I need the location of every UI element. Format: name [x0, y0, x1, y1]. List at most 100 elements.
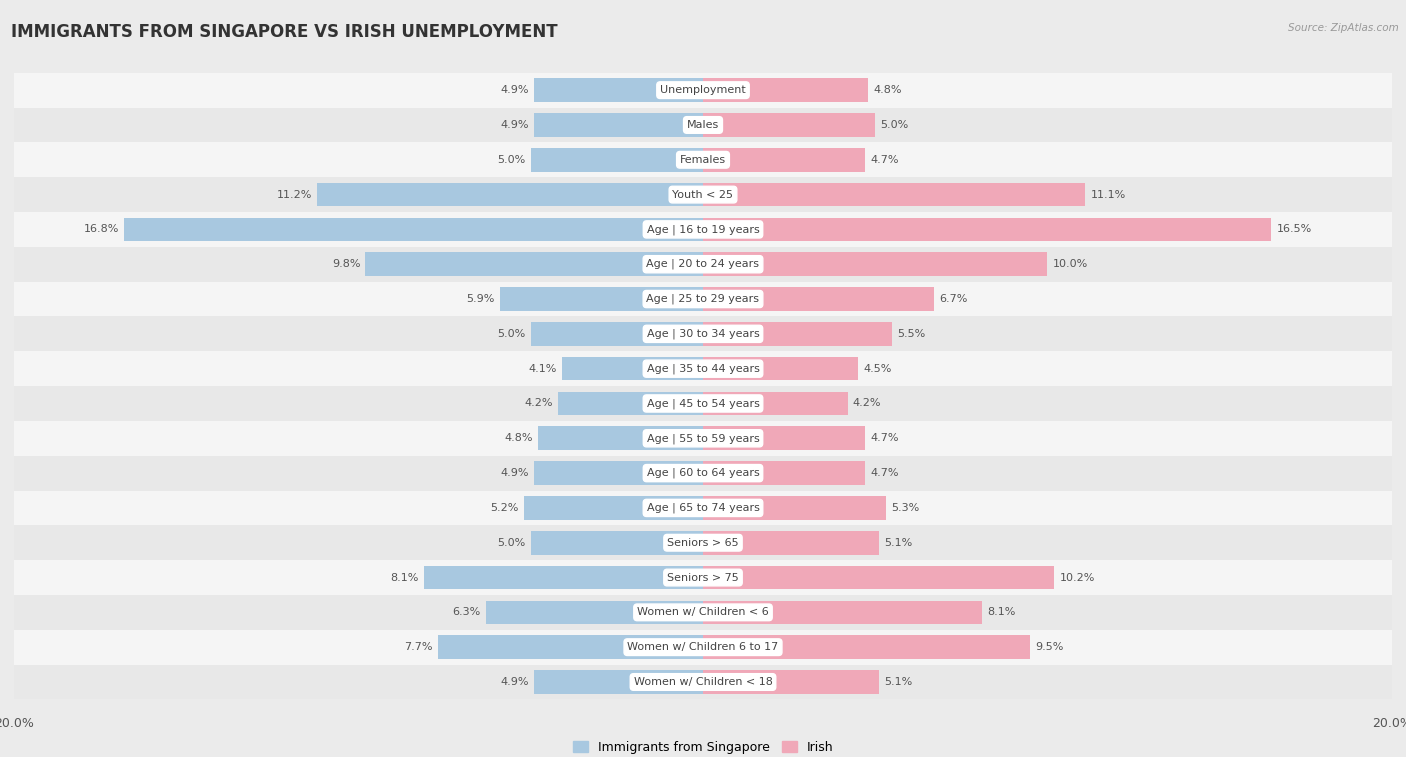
Bar: [14, 177, 1392, 212]
Bar: [366, 252, 703, 276]
Text: Age | 20 to 24 years: Age | 20 to 24 years: [647, 259, 759, 269]
Bar: [531, 148, 703, 172]
Bar: [14, 456, 1392, 491]
Text: 4.1%: 4.1%: [529, 363, 557, 374]
Text: Seniors > 75: Seniors > 75: [666, 572, 740, 583]
Bar: [534, 78, 703, 102]
Bar: [499, 287, 703, 311]
Bar: [531, 531, 703, 555]
Text: 16.5%: 16.5%: [1277, 224, 1312, 235]
Text: 5.9%: 5.9%: [467, 294, 495, 304]
Text: 16.8%: 16.8%: [84, 224, 120, 235]
Bar: [703, 531, 879, 555]
Text: Age | 45 to 54 years: Age | 45 to 54 years: [647, 398, 759, 409]
Text: Unemployment: Unemployment: [661, 85, 745, 95]
Bar: [14, 665, 1392, 699]
Bar: [703, 565, 1054, 590]
Bar: [703, 357, 858, 381]
Text: 4.9%: 4.9%: [501, 85, 529, 95]
Bar: [534, 461, 703, 485]
Bar: [703, 78, 869, 102]
Bar: [524, 496, 703, 520]
Bar: [14, 282, 1392, 316]
Bar: [703, 148, 865, 172]
Bar: [318, 182, 703, 207]
Text: 5.3%: 5.3%: [891, 503, 920, 513]
Text: 4.8%: 4.8%: [503, 433, 533, 444]
Text: 5.2%: 5.2%: [491, 503, 519, 513]
Text: Women w/ Children 6 to 17: Women w/ Children 6 to 17: [627, 642, 779, 653]
Text: Females: Females: [681, 154, 725, 165]
Bar: [703, 670, 879, 694]
Bar: [558, 391, 703, 416]
Text: 4.7%: 4.7%: [870, 154, 898, 165]
Legend: Immigrants from Singapore, Irish: Immigrants from Singapore, Irish: [572, 741, 834, 754]
Text: 4.9%: 4.9%: [501, 120, 529, 130]
Bar: [14, 212, 1392, 247]
Text: 7.7%: 7.7%: [404, 642, 433, 653]
Bar: [124, 217, 703, 241]
Text: Youth < 25: Youth < 25: [672, 189, 734, 200]
Text: Women w/ Children < 18: Women w/ Children < 18: [634, 677, 772, 687]
Text: 5.0%: 5.0%: [498, 154, 526, 165]
Bar: [14, 142, 1392, 177]
Text: 4.9%: 4.9%: [501, 468, 529, 478]
Bar: [534, 670, 703, 694]
Text: 8.1%: 8.1%: [391, 572, 419, 583]
Bar: [14, 525, 1392, 560]
Text: 8.1%: 8.1%: [987, 607, 1015, 618]
Text: Age | 65 to 74 years: Age | 65 to 74 years: [647, 503, 759, 513]
Text: Women w/ Children < 6: Women w/ Children < 6: [637, 607, 769, 618]
Text: 6.7%: 6.7%: [939, 294, 967, 304]
Bar: [425, 565, 703, 590]
Bar: [703, 217, 1271, 241]
Text: 5.1%: 5.1%: [884, 537, 912, 548]
Text: 5.0%: 5.0%: [880, 120, 908, 130]
Bar: [703, 322, 893, 346]
Bar: [703, 600, 981, 625]
Text: 11.1%: 11.1%: [1091, 189, 1126, 200]
Text: 4.7%: 4.7%: [870, 433, 898, 444]
Text: 4.2%: 4.2%: [524, 398, 553, 409]
Text: Males: Males: [688, 120, 718, 130]
Text: 9.8%: 9.8%: [332, 259, 360, 269]
Bar: [437, 635, 703, 659]
Bar: [703, 496, 886, 520]
Bar: [531, 322, 703, 346]
Bar: [14, 73, 1392, 107]
Text: 4.8%: 4.8%: [873, 85, 903, 95]
Bar: [703, 252, 1047, 276]
Text: Source: ZipAtlas.com: Source: ZipAtlas.com: [1288, 23, 1399, 33]
Text: 10.0%: 10.0%: [1053, 259, 1088, 269]
Text: 11.2%: 11.2%: [277, 189, 312, 200]
Bar: [703, 426, 865, 450]
Text: Age | 55 to 59 years: Age | 55 to 59 years: [647, 433, 759, 444]
Bar: [534, 113, 703, 137]
Bar: [703, 391, 848, 416]
Text: 4.9%: 4.9%: [501, 677, 529, 687]
Bar: [537, 426, 703, 450]
Text: 6.3%: 6.3%: [453, 607, 481, 618]
Text: 9.5%: 9.5%: [1035, 642, 1064, 653]
Bar: [486, 600, 703, 625]
Bar: [703, 461, 865, 485]
Bar: [14, 421, 1392, 456]
Bar: [14, 386, 1392, 421]
Text: Age | 25 to 29 years: Age | 25 to 29 years: [647, 294, 759, 304]
Bar: [703, 113, 875, 137]
Text: Age | 60 to 64 years: Age | 60 to 64 years: [647, 468, 759, 478]
Bar: [14, 107, 1392, 142]
Text: 5.1%: 5.1%: [884, 677, 912, 687]
Bar: [14, 560, 1392, 595]
Bar: [14, 595, 1392, 630]
Text: 10.2%: 10.2%: [1060, 572, 1095, 583]
Bar: [14, 351, 1392, 386]
Text: Age | 35 to 44 years: Age | 35 to 44 years: [647, 363, 759, 374]
Text: 5.0%: 5.0%: [498, 537, 526, 548]
Text: IMMIGRANTS FROM SINGAPORE VS IRISH UNEMPLOYMENT: IMMIGRANTS FROM SINGAPORE VS IRISH UNEMP…: [11, 23, 558, 41]
Bar: [14, 316, 1392, 351]
Text: 4.7%: 4.7%: [870, 468, 898, 478]
Text: 5.0%: 5.0%: [498, 329, 526, 339]
Text: Age | 30 to 34 years: Age | 30 to 34 years: [647, 329, 759, 339]
Bar: [703, 182, 1085, 207]
